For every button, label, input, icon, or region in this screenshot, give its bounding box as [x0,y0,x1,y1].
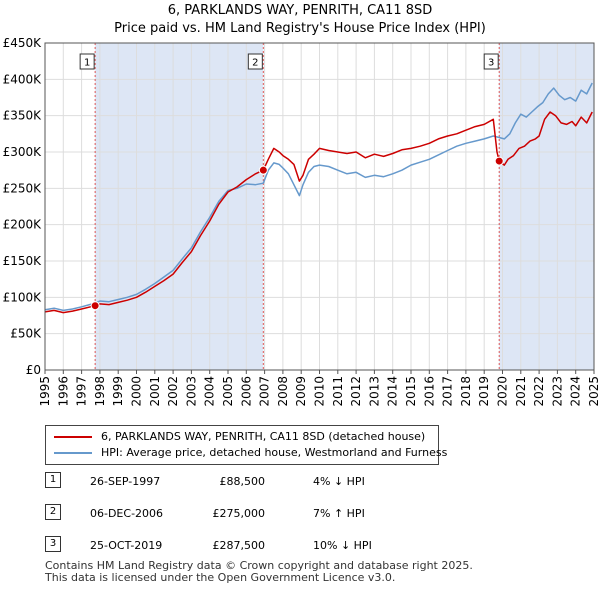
y-tick-label: £0 [26,363,41,377]
sale-date: 26-SEP-1997 [90,475,161,488]
sale-points [90,156,504,311]
sale-label-number: 1 [84,58,90,69]
y-tick-label: £50K [10,327,42,341]
x-tick-label: 1995 [38,376,52,407]
y-tick-label: £250K [3,181,43,195]
x-tick-label: 2001 [148,376,162,407]
shaded-periods [95,43,594,370]
series-lines [44,82,593,314]
x-tick-label: 2006 [239,376,253,407]
x-tick-label: 2023 [550,376,564,407]
sale-row: 3 25-OCT-2019 £287,500 10% ↓ HPI [45,536,445,554]
title-line-1: 6, PARKLANDS WAY, PENRITH, CA11 8SD [167,3,433,18]
x-tick-label: 1998 [93,376,107,407]
footer-line-2: This data is licensed under the Open Gov… [45,571,396,584]
sale-labels: 1 2 3 [79,53,499,70]
y-tick-label: £200K [3,218,43,232]
price-chart: 1 2 3 £0 £50K £100K £150K £200K £250K £300K £350K… [3,36,600,407]
sale-hpi-diff: 7% ↑ HPI [313,507,365,520]
x-tick-label: 2012 [349,376,363,407]
sale-label-number: 2 [252,58,258,69]
footer-attribution: Contains HM Land Registry data © Crown c… [45,560,473,584]
sale-label-number: 3 [488,58,494,69]
y-tick-label: £350K [3,109,43,123]
plot-frame [44,42,595,371]
x-tick-label: 2000 [130,376,144,407]
sale-row: 2 06-DEC-2006 £275,000 7% ↑ HPI [45,504,445,522]
sale-row: 1 26-SEP-1997 £88,500 4% ↓ HPI [45,472,445,490]
x-tick-label: 2011 [331,376,345,407]
x-tick-label: 2018 [459,376,473,407]
x-tick-label: 2004 [203,376,217,407]
y-tick-label: £150K [3,254,43,268]
x-tick-label: 2010 [313,376,327,407]
sale-date: 25-OCT-2019 [90,539,163,552]
x-tick-label: 2022 [532,376,546,407]
sale-label-box [247,53,263,70]
x-axis-ticks: 1995 1996 1997 1998 1999 2000 2001 2002 2003 2004… [38,370,600,407]
chart-legend: 6, PARKLANDS WAY, PENRITH, CA11 8SD (det… [45,425,447,465]
sale-point [258,165,268,175]
y-axis-ticks: £0 £50K £100K £150K £200K £250K £300K £350K £400… [3,36,43,377]
sale-number-badge: 3 [45,536,61,552]
x-tick-label: 1997 [75,376,89,407]
legend-label-hpi: HPI: Average price, detached house, West… [101,446,448,459]
x-tick-label: 2009 [294,376,308,407]
legend-item-property: 6, PARKLANDS WAY, PENRITH, CA11 8SD (det… [54,429,425,445]
x-tick-label: 2019 [477,376,491,407]
x-tick-label: 2021 [514,376,528,407]
sale-hpi-diff: 4% ↓ HPI [313,475,365,488]
legend-item-hpi: HPI: Average price, detached house, West… [54,445,447,461]
chart-title: 6, PARKLANDS WAY, PENRITH, CA11 8SD Pric… [0,2,600,38]
x-tick-label: 2003 [184,376,198,407]
y-tick-label: £450K [3,36,43,50]
x-tick-label: 2020 [496,376,510,407]
y-tick-label: £300K [3,145,43,159]
x-tick-label: 2016 [422,376,436,407]
sale-point [90,301,100,311]
hpi-line [44,82,593,312]
x-tick-label: 2002 [166,376,180,407]
footer-line-1: Contains HM Land Registry data © Crown c… [45,559,473,572]
shaded-period [95,43,264,370]
x-tick-label: 1999 [111,376,125,407]
x-tick-label: 2017 [441,376,455,407]
x-tick-label: 2024 [569,376,583,407]
sale-date: 06-DEC-2006 [90,507,164,520]
x-tick-label: 2025 [587,376,600,407]
x-tick-label: 1996 [56,376,70,407]
sale-number-badge: 2 [45,504,61,520]
y-tick-label: £400K [3,72,43,86]
sale-label-box [483,53,499,70]
property-price-line [44,111,593,314]
sale-price: £88,500 [219,475,266,488]
legend-label-property: 6, PARKLANDS WAY, PENRITH, CA11 8SD (det… [101,430,426,443]
sale-hpi-diff: 10% ↓ HPI [313,539,372,552]
sale-number-badge: 1 [45,472,61,488]
x-tick-label: 2013 [367,376,381,407]
sale-marker-lines [94,43,500,370]
legend-swatch-hpi [54,452,92,454]
x-tick-label: 2005 [221,376,235,407]
x-tick-label: 2014 [386,376,400,407]
sale-price: £275,000 [212,507,266,520]
sale-point [494,156,504,166]
sale-label-box [79,53,95,70]
x-tick-label: 2015 [404,376,418,407]
legend-swatch-property [54,436,92,438]
title-line-2: Price paid vs. HM Land Registry's House … [114,21,486,36]
sale-price: £287,500 [212,539,266,552]
x-tick-label: 2008 [276,376,290,407]
y-tick-label: £100K [3,290,43,304]
x-tick-label: 2007 [258,376,272,407]
